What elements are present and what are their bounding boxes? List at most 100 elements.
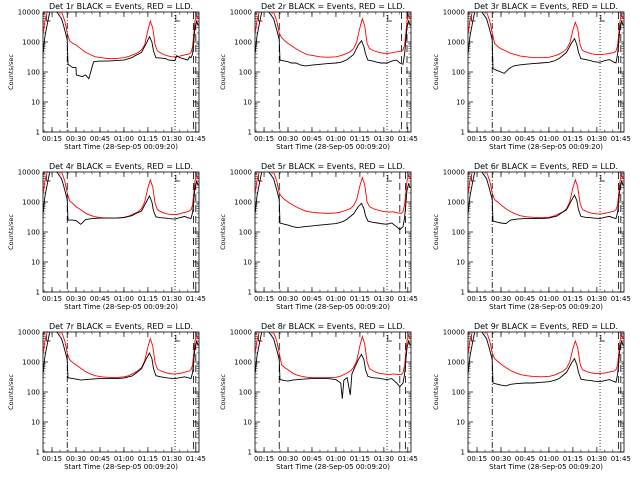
x-tick-label: 00:45 (515, 295, 535, 303)
lld-series-line (43, 332, 199, 379)
x-tick-label: 01:00 (114, 295, 134, 303)
detector-panel-2: Det 2r BLACK = Events, RED = LLD. 1 10 100 1… (219, 2, 418, 151)
y-tick-label: 10 (243, 99, 252, 107)
series-group (255, 172, 411, 231)
state-bracket (46, 15, 51, 22)
detector-panel-1: Det 1r BLACK = Events, RED = LLD. 1 10 100 1… (7, 2, 206, 151)
x-axis-label: Start Time (28-Sep-05 00:09:20) (64, 143, 178, 151)
y-tick-label: 100 (27, 69, 40, 77)
x-tick-label: 01:00 (114, 135, 134, 143)
x-tick-label: 00:30 (278, 295, 298, 303)
y-tick-label: 1000 (22, 39, 40, 47)
detector-panel-8: Det 8r BLACK = Events, RED = LLD. 1 10 100 1… (219, 322, 418, 471)
lld-series-line (255, 172, 411, 214)
x-axis-label: Start Time (28-Sep-05 00:09:20) (489, 143, 603, 151)
series-group (255, 332, 411, 399)
state-bracket (46, 175, 51, 182)
x-tick-label: 01:45 (611, 135, 631, 143)
x-tick-label: 01:15 (138, 295, 158, 303)
y-tick-label: 10 (456, 259, 465, 267)
detector-panel-4: Det 4r BLACK = Events, RED = LLD. 1 10 100 1… (7, 162, 206, 311)
x-axis-label: Start Time (28-Sep-05 00:09:20) (489, 463, 603, 471)
y-axis-label: Counts/sec (7, 214, 15, 250)
x-tick-label: 01:00 (539, 295, 559, 303)
x-axis-label: Start Time (28-Sep-05 00:09:20) (64, 463, 178, 471)
y-tick-label: 10000 (18, 169, 40, 177)
y-tick-label: 1000 (447, 359, 465, 367)
y-tick-label: 100 (239, 389, 252, 397)
panel-title: Det 5r BLACK = Events, RED = LLD. (261, 162, 405, 171)
y-tick-label: 10000 (230, 329, 252, 337)
panel-title: Det 6r BLACK = Events, RED = LLD. (474, 162, 618, 171)
y-tick-label: 1 (461, 289, 465, 297)
y-tick-label: 100 (27, 229, 40, 237)
y-tick-label: 1000 (234, 39, 252, 47)
y-tick-label: 1 (461, 129, 465, 137)
x-tick-label: 00:45 (90, 295, 110, 303)
state-bracket (387, 335, 392, 342)
events-series-line (255, 332, 411, 399)
lld-series-line (255, 12, 411, 58)
series-group (43, 332, 199, 381)
x-axis-label: Start Time (28-Sep-05 00:09:20) (489, 303, 603, 311)
x-tick-label: 01:15 (138, 135, 158, 143)
events-series-line (43, 12, 199, 80)
x-tick-label: 00:30 (66, 135, 86, 143)
y-tick-label: 10 (456, 99, 465, 107)
y-tick-label: 10000 (230, 169, 252, 177)
panel-title: Det 1r BLACK = Events, RED = LLD. (49, 2, 193, 11)
panel-title: Det 2r BLACK = Events, RED = LLD. (261, 2, 405, 11)
x-tick-label: 00:15 (467, 135, 487, 143)
y-tick-label: 10000 (18, 9, 40, 17)
y-tick-label: 10 (243, 419, 252, 427)
y-tick-label: 10 (243, 259, 252, 267)
x-tick-label: 01:30 (374, 455, 394, 463)
x-tick-label: 01:15 (350, 295, 370, 303)
x-tick-label: 00:30 (278, 455, 298, 463)
panel-title: Det 4r BLACK = Events, RED = LLD. (49, 162, 193, 171)
panel-title: Det 8r BLACK = Events, RED = LLD. (261, 322, 405, 331)
x-tick-label: 00:45 (302, 455, 322, 463)
x-tick-label: 01:45 (186, 455, 206, 463)
y-axis-label: Counts/sec (432, 374, 440, 410)
detector-panel-6: Det 6r BLACK = Events, RED = LLD. 1 10 100 1… (432, 162, 631, 311)
y-tick-label: 1 (36, 289, 40, 297)
x-tick-label: 01:15 (350, 455, 370, 463)
events-series-line (468, 172, 624, 225)
series-group (468, 332, 624, 387)
y-tick-label: 1 (248, 449, 252, 457)
state-bracket (258, 15, 263, 22)
y-tick-label: 1 (248, 289, 252, 297)
state-bracket (387, 175, 392, 182)
y-tick-label: 10000 (18, 329, 40, 337)
x-tick-label: 01:30 (374, 295, 394, 303)
x-tick-label: 00:45 (515, 135, 535, 143)
x-tick-label: 00:15 (42, 135, 62, 143)
x-tick-label: 00:15 (42, 455, 62, 463)
y-axis-label: Counts/sec (432, 54, 440, 90)
panel-title: Det 9r BLACK = Events, RED = LLD. (474, 322, 618, 331)
y-tick-label: 100 (239, 229, 252, 237)
x-tick-label: 00:15 (42, 295, 62, 303)
x-tick-label: 01:30 (162, 135, 182, 143)
y-tick-label: 1 (248, 129, 252, 137)
detector-panel-5: Det 5r BLACK = Events, RED = LLD. 1 10 100 1… (219, 162, 418, 311)
y-tick-label: 10 (456, 419, 465, 427)
x-tick-label: 01:15 (563, 295, 583, 303)
x-tick-label: 00:45 (302, 295, 322, 303)
state-bracket (600, 335, 605, 342)
y-tick-label: 100 (452, 229, 465, 237)
y-axis-label: Counts/sec (432, 214, 440, 250)
lld-series-line (468, 332, 624, 378)
y-tick-label: 10000 (230, 9, 252, 17)
x-tick-label: 01:45 (398, 295, 418, 303)
events-series-line (468, 12, 624, 74)
y-tick-label: 1000 (447, 199, 465, 207)
lld-series-line (468, 12, 624, 59)
x-tick-label: 00:45 (515, 455, 535, 463)
y-tick-label: 1000 (22, 359, 40, 367)
x-tick-label: 00:45 (90, 455, 110, 463)
x-tick-label: 00:15 (467, 295, 487, 303)
y-axis-label: Counts/sec (219, 54, 227, 90)
